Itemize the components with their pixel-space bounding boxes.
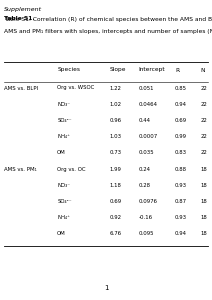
Text: Slope: Slope (109, 68, 126, 73)
Text: 22: 22 (200, 134, 207, 139)
Text: 1.18: 1.18 (109, 183, 121, 188)
Text: SO₄²⁻: SO₄²⁻ (57, 199, 72, 204)
Text: 18: 18 (200, 183, 207, 188)
Text: 0.44: 0.44 (139, 118, 151, 123)
Text: NO₃⁻: NO₃⁻ (57, 183, 70, 188)
Text: 0.0464: 0.0464 (139, 102, 158, 107)
Text: 0.88: 0.88 (175, 167, 187, 172)
Text: 18: 18 (200, 199, 207, 204)
Text: Org vs. WSOC: Org vs. WSOC (57, 85, 95, 91)
Text: 0.94: 0.94 (175, 231, 187, 236)
Text: OM: OM (57, 231, 66, 236)
Text: 0.92: 0.92 (109, 215, 121, 220)
Text: 0.73: 0.73 (109, 150, 121, 155)
Text: 0.94: 0.94 (175, 102, 187, 107)
Text: 0.93: 0.93 (175, 215, 187, 220)
Text: 0.83: 0.83 (175, 150, 187, 155)
Text: AMS vs. PM₁: AMS vs. PM₁ (4, 167, 37, 172)
Text: Supplement: Supplement (4, 8, 42, 13)
Text: NO₃⁻: NO₃⁻ (57, 102, 70, 107)
Text: R: R (175, 68, 179, 73)
Text: NH₄⁺: NH₄⁺ (57, 215, 70, 220)
Text: Table S1.: Table S1. (4, 16, 35, 22)
Text: 1.03: 1.03 (109, 134, 121, 139)
Text: 0.87: 0.87 (175, 199, 187, 204)
Text: 18: 18 (200, 231, 207, 236)
Text: 0.0007: 0.0007 (139, 134, 158, 139)
Text: 22: 22 (200, 150, 207, 155)
Text: 6.76: 6.76 (109, 231, 121, 236)
Text: 18: 18 (200, 215, 207, 220)
Text: Species: Species (57, 68, 80, 73)
Text: 0.0976: 0.0976 (139, 199, 158, 204)
Text: 22: 22 (200, 102, 207, 107)
Text: Table S1. Correlation (R) of chemical species between the AMS and BLPI and the: Table S1. Correlation (R) of chemical sp… (4, 16, 212, 22)
Text: Intercept: Intercept (139, 68, 166, 73)
Text: 18: 18 (200, 167, 207, 172)
Text: SO₄²⁻: SO₄²⁻ (57, 118, 72, 123)
Text: 0.69: 0.69 (109, 199, 121, 204)
Text: OM: OM (57, 150, 66, 155)
Text: 1: 1 (104, 285, 108, 291)
Text: 0.035: 0.035 (139, 150, 155, 155)
Text: 0.69: 0.69 (175, 118, 187, 123)
Text: 22: 22 (200, 85, 207, 91)
Text: 1.02: 1.02 (109, 102, 121, 107)
Text: 0.28: 0.28 (139, 183, 151, 188)
Text: 1.22: 1.22 (109, 85, 121, 91)
Text: 0.85: 0.85 (175, 85, 187, 91)
Text: 0.93: 0.93 (175, 183, 187, 188)
Text: Org vs. OC: Org vs. OC (57, 167, 86, 172)
Text: NH₄⁺: NH₄⁺ (57, 134, 70, 139)
Text: 0.24: 0.24 (139, 167, 151, 172)
Text: 0.051: 0.051 (139, 85, 154, 91)
Text: 0.99: 0.99 (175, 134, 187, 139)
Text: 0.96: 0.96 (109, 118, 121, 123)
Text: AMS vs. BLPI: AMS vs. BLPI (4, 85, 38, 91)
Text: -0.16: -0.16 (139, 215, 153, 220)
Text: AMS and PM₁ filters with slopes, intercepts and number of samples (N).: AMS and PM₁ filters with slopes, interce… (4, 28, 212, 34)
Text: 22: 22 (200, 118, 207, 123)
Text: N: N (200, 68, 205, 73)
Text: 0.095: 0.095 (139, 231, 154, 236)
Text: 1.99: 1.99 (109, 167, 121, 172)
